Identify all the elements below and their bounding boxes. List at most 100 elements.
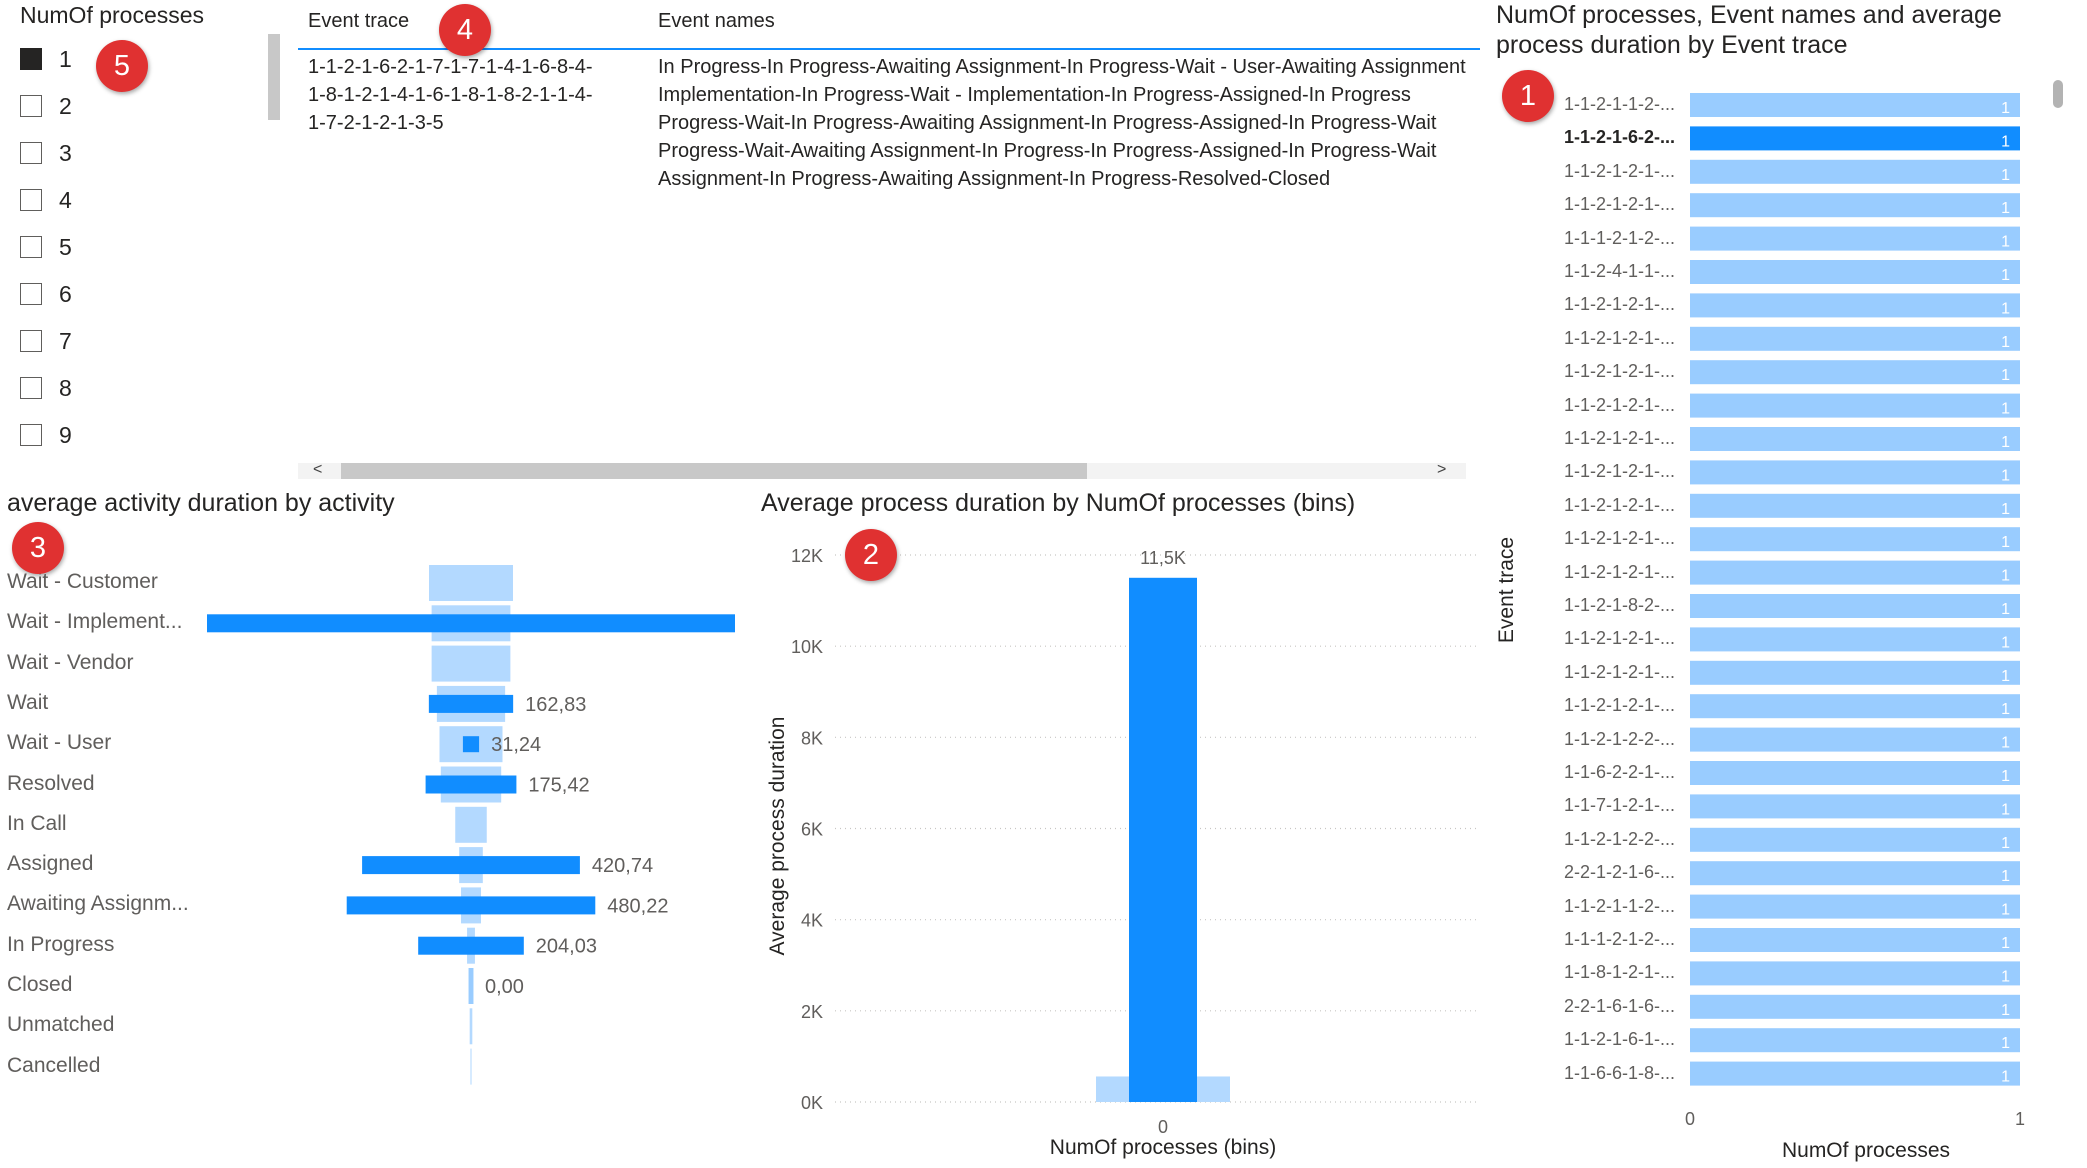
slicer-item-3[interactable]: 3 — [20, 133, 72, 173]
slicer-item-label: 7 — [59, 327, 72, 354]
bar-category-label[interactable]: 2-2-1-6-1-6-... — [1563, 995, 1675, 1016]
bar-data-label: 1 — [2001, 601, 2010, 618]
bar[interactable] — [1690, 861, 2020, 886]
slicer-item-4[interactable]: 4 — [20, 180, 72, 220]
checkbox[interactable] — [20, 48, 42, 70]
funnel-background-bar — [429, 565, 513, 601]
bar-category-label[interactable]: 1-1-2-1-2-1-... — [1563, 461, 1675, 482]
bar-category-label[interactable]: 1-1-2-1-1-2-... — [1563, 895, 1675, 916]
bar-category-label[interactable]: 1-1-1-2-1-2-... — [1563, 227, 1675, 248]
checkbox[interactable] — [20, 95, 42, 117]
bar[interactable] — [1690, 159, 2020, 184]
bar[interactable] — [1690, 727, 2020, 752]
slicer-item-8[interactable]: 8 — [20, 368, 72, 408]
bar[interactable] — [1690, 393, 2020, 418]
bar-category-label[interactable]: 1-1-2-1-2-1-... — [1563, 327, 1675, 348]
bar-category-label[interactable]: 1-1-6-2-2-1-... — [1563, 762, 1675, 782]
bar-category-label[interactable]: 1-1-2-1-2-1-... — [1563, 361, 1675, 382]
column-header-event-trace[interactable]: Event trace — [308, 10, 410, 32]
bar[interactable] — [1690, 894, 2020, 919]
scroll-right-icon[interactable]: > — [1437, 461, 1447, 478]
slicer-item-7[interactable]: 7 — [20, 321, 72, 361]
bar[interactable] — [1690, 427, 2020, 451]
bar[interactable] — [1690, 126, 2020, 151]
slicer-title: NumOf processes — [20, 2, 205, 28]
bar-category-label[interactable]: 1-1-2-1-6-1-... — [1563, 1029, 1675, 1050]
bar-category-label[interactable]: 1-1-2-1-2-1-... — [1563, 528, 1675, 549]
bar-category-label[interactable]: 1-1-2-1-2-1-... — [1563, 160, 1675, 181]
bar-category-label[interactable]: 1-1-2-1-2-2-... — [1563, 728, 1675, 749]
bar-category-label[interactable]: 1-1-2-1-2-1-... — [1563, 494, 1675, 515]
slicer-item-5[interactable]: 5 — [20, 227, 72, 267]
bar-category-label[interactable]: 1-1-2-1-2-1-... — [1563, 695, 1675, 716]
bar[interactable] — [1690, 193, 2020, 218]
bar[interactable] — [1690, 1061, 2020, 1086]
bar[interactable] — [1690, 928, 2020, 952]
bar[interactable] — [1690, 994, 2020, 1019]
bar[interactable] — [1690, 460, 2020, 485]
checkbox[interactable] — [20, 283, 42, 305]
bar[interactable] — [1690, 794, 2020, 819]
bar-category-label[interactable]: 1-1-2-1-8-2-... — [1563, 595, 1675, 615]
bar-category-label[interactable]: 1-1-2-1-2-1-... — [1563, 194, 1675, 215]
bar[interactable] — [1690, 93, 2020, 117]
bar[interactable] — [1690, 660, 2020, 685]
x-tick-label: 1 — [2015, 1109, 2025, 1129]
bar-category-label[interactable]: 1-1-2-1-2-1-... — [1563, 428, 1675, 448]
table-cell-event-names[interactable]: In Progress-In Progress-Awaiting Assignm… — [658, 56, 1466, 190]
marker-5: 5 — [96, 40, 148, 92]
bar-category-label[interactable]: 1-1-2-1-2-1-... — [1563, 661, 1675, 682]
column-bar — [1129, 577, 1197, 1102]
bar-chart-scrollbar[interactable] — [2053, 80, 2063, 108]
bar[interactable] — [1690, 627, 2020, 652]
bar[interactable] — [1690, 226, 2020, 251]
slicer-scrollbar[interactable] — [268, 34, 280, 120]
bar[interactable] — [1690, 961, 2020, 986]
slicer-item-2[interactable]: 2 — [20, 86, 72, 126]
column-header-event-names[interactable]: Event names — [658, 10, 775, 32]
bar[interactable] — [1690, 761, 2020, 785]
bar-category-label[interactable]: 1-1-2-4-1-1-... — [1563, 261, 1675, 281]
scroll-left-icon[interactable]: < — [313, 461, 323, 478]
bar-category-label[interactable]: 2-2-1-2-1-6-... — [1563, 862, 1675, 883]
checkbox[interactable] — [20, 330, 42, 352]
bar[interactable] — [1690, 560, 2020, 585]
bar[interactable] — [1690, 594, 2020, 618]
slicer-item-9[interactable]: 9 — [20, 415, 72, 455]
bar[interactable] — [1690, 1028, 2020, 1053]
y-tick-label: 6K — [801, 820, 823, 840]
bar[interactable] — [1690, 827, 2020, 852]
slicer-item-1[interactable]: 1 — [20, 39, 72, 79]
slicer-item-6[interactable]: 6 — [20, 274, 72, 314]
bar-category-label[interactable]: 1-1-2-1-6-2-... — [1563, 127, 1675, 148]
checkbox[interactable] — [20, 189, 42, 211]
checkbox[interactable] — [20, 236, 42, 258]
bar-category-label[interactable]: 1-1-2-1-2-1-... — [1563, 294, 1675, 315]
bar[interactable] — [1690, 260, 2020, 284]
bar-data-label: 1 — [2001, 200, 2010, 217]
bar-category-label[interactable]: 1-1-6-6-1-8-... — [1563, 1062, 1675, 1083]
bar[interactable] — [1690, 493, 2020, 518]
bar-category-label[interactable]: 1-1-8-1-2-1-... — [1563, 962, 1675, 983]
funnel-category-label: Closed — [7, 973, 73, 996]
bar[interactable] — [1690, 360, 2020, 385]
bar-category-label[interactable]: 1-1-2-1-2-1-... — [1563, 394, 1675, 415]
bar-category-label[interactable]: 1-1-1-2-1-2-... — [1563, 929, 1675, 949]
bar-category-label[interactable]: 1-1-2-1-2-1-... — [1563, 561, 1675, 582]
bar-category-label[interactable]: 1-1-2-1-2-2-... — [1563, 828, 1675, 849]
bar[interactable] — [1690, 694, 2020, 719]
bar-category-label[interactable]: 1-1-2-1-2-1-... — [1563, 628, 1675, 649]
funnel-category-label: Wait - Implement... — [7, 610, 183, 634]
bar[interactable] — [1690, 293, 2020, 318]
bar-data-label: 1 — [2001, 835, 2010, 852]
bar[interactable] — [1690, 527, 2020, 552]
checkbox[interactable] — [20, 142, 42, 164]
bar-category-label[interactable]: 1-1-2-1-1-2-... — [1563, 94, 1675, 114]
checkbox[interactable] — [20, 424, 42, 446]
table-cell-event-trace[interactable]: 1-1-2-1-6-2-1-7-1-7-1-4-1-6-8-4- 1-8-1-2… — [308, 56, 593, 134]
checkbox[interactable] — [20, 377, 42, 399]
bar-category-label[interactable]: 1-1-7-1-2-1-... — [1563, 795, 1675, 816]
bar[interactable] — [1690, 326, 2020, 351]
table-hscroll-thumb[interactable] — [341, 463, 1087, 479]
bar-data-label: 1 — [2001, 300, 2010, 317]
